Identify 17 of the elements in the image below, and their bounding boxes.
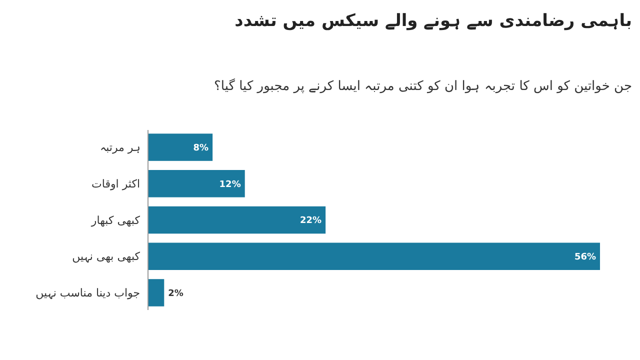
bar xyxy=(148,134,213,161)
bar xyxy=(148,206,326,234)
data-label: 22% xyxy=(300,216,322,226)
bar xyxy=(148,279,164,306)
bar xyxy=(148,242,600,270)
data-label: 2% xyxy=(168,288,184,299)
data-label: 12% xyxy=(219,180,241,190)
y-tick-label: جواب دینا مناسب نہیں xyxy=(36,286,140,300)
chart-title: باہمی رضامندی سے ہونے والے سیکس میں تشدد xyxy=(234,11,632,31)
chart-subtitle: جن خواتین کو اس کا تجربہ ہوا ان کو کتنی مرتبہ ایسا کرنے پر مجبور کیا گیا؟ xyxy=(214,78,632,94)
y-tick-label: اکثر اوقات xyxy=(91,177,140,190)
data-label: 56% xyxy=(574,252,596,263)
y-tick-label: کبھی بھی نہیں xyxy=(72,250,141,264)
data-label: 8% xyxy=(193,143,209,154)
y-tick-label: کبھی کبھار xyxy=(90,214,141,227)
y-tick-label: ہر مرتبہ xyxy=(100,141,140,154)
bar xyxy=(148,170,245,198)
